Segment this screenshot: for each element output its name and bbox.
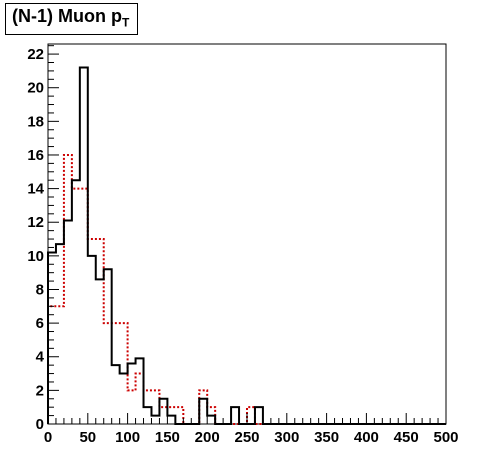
histogram-series-0: [47, 66, 446, 425]
y-tick-label: 12: [27, 214, 44, 231]
y-tick-label: 4: [36, 349, 45, 366]
y-tick-label: 8: [36, 281, 44, 298]
x-tick-label: 400: [354, 429, 379, 446]
histogram-series-1: [47, 153, 446, 425]
x-tick-label: 0: [44, 429, 52, 446]
x-tick-label: 500: [433, 429, 458, 446]
y-tick-label: 22: [27, 46, 44, 63]
x-tick-label: 250: [234, 429, 259, 446]
y-tick-label: 20: [27, 80, 44, 97]
y-tick-label: 18: [27, 113, 44, 130]
y-tick-label: 14: [27, 181, 44, 198]
chart-title-main: (N-1) Muon p: [12, 6, 122, 26]
x-tick-label: 300: [274, 429, 299, 446]
x-tick-label: 50: [79, 429, 96, 446]
plot-frame: [47, 43, 447, 425]
y-tick-label: 0: [36, 416, 44, 433]
x-tick-label: 450: [394, 429, 419, 446]
y-tick-label: 10: [27, 248, 44, 265]
x-tick-label: 150: [155, 429, 180, 446]
y-tick-label: 2: [36, 382, 44, 399]
chart-title-subscript: T: [121, 15, 130, 30]
y-tick-label: 6: [36, 315, 44, 332]
y-tick-label: 16: [27, 147, 44, 164]
x-tick-label: 100: [115, 429, 140, 446]
chart-title: (N-1) Muon pT: [5, 3, 139, 35]
x-tick-label: 200: [195, 429, 220, 446]
x-tick-label: 350: [314, 429, 339, 446]
